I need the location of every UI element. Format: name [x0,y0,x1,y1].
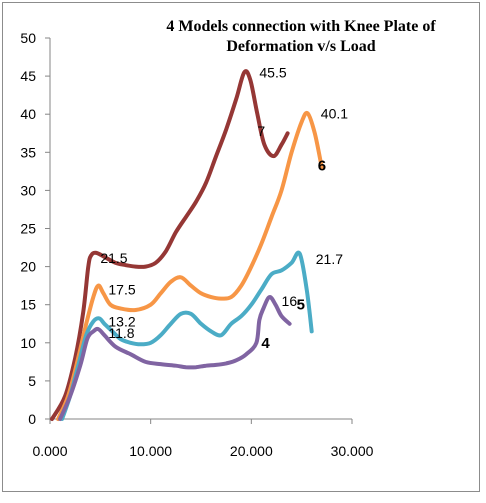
data-label: 4 [261,335,270,352]
chart-title-line-2: Deformation v/s Load [226,38,375,55]
data-label: 40.1 [321,105,348,121]
data-label: 6 [318,157,326,174]
y-tick-label: 0 [28,411,36,427]
x-tick-label: 10.000 [129,443,172,459]
data-label: 5 [297,297,305,314]
data-label: 45.5 [259,64,286,80]
x-tick-label: 20.000 [230,443,273,459]
y-tick-label: 15 [20,297,36,313]
series-lines [50,69,324,421]
data-label: 21.5 [100,250,127,266]
data-label: 7 [257,123,265,139]
y-tick-label: 50 [20,30,36,46]
series-line-2 [56,110,324,421]
y-tick-label: 5 [28,373,36,389]
y-tick-label: 35 [20,144,36,160]
data-label: 16 [282,293,298,309]
y-tick-label: 40 [20,106,36,122]
data-label: 11.8 [108,325,134,341]
y-tick-label: 10 [20,335,36,351]
data-label: 13.2 [108,313,135,329]
series-line-4 [58,295,292,421]
y-tick-label: 20 [20,259,36,275]
chart-title-line-1: 4 Models connection with Knee Plate of [166,18,436,35]
series-line-1 [50,69,290,421]
data-labels: 45.5 7 40.1 6 21.5 21.7 17.5 16 5 13.211.8 4 [100,64,348,352]
data-label: 17.5 [108,281,135,297]
x-tick-label: 30.000 [331,443,374,459]
series-line-3 [60,250,314,421]
y-tick-label: 45 [20,68,36,84]
y-tick-label: 30 [20,182,36,198]
y-tick-label: 25 [20,221,36,237]
data-label: 21.7 [316,251,343,267]
x-tick-label: 0.000 [32,443,67,459]
chart-title: 4 Models connection with Knee Plate of D… [166,18,436,55]
